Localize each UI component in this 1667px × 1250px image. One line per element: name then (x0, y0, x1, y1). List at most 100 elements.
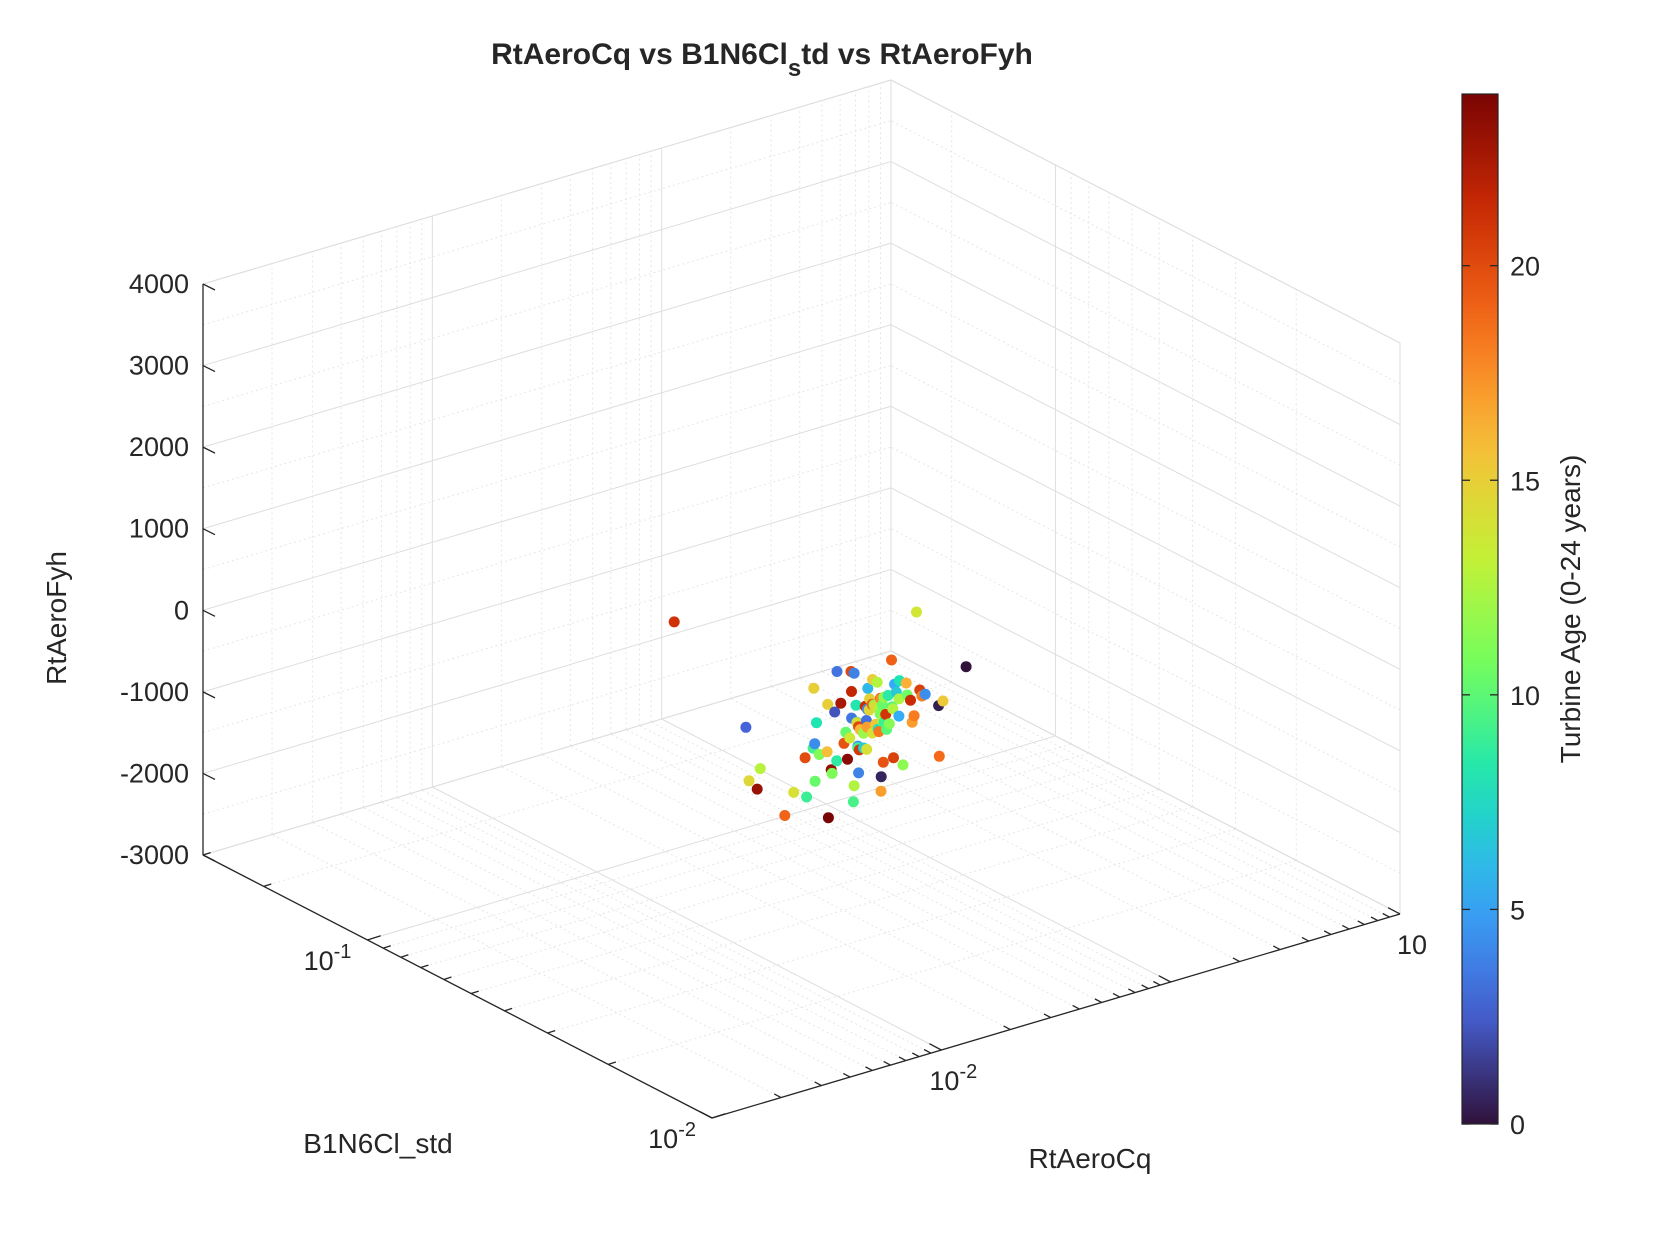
scatter-point (831, 666, 843, 677)
scatter-point (871, 676, 883, 688)
scatter-point (740, 721, 752, 733)
floor-gridline-x (839, 665, 1350, 930)
scatter-point (822, 698, 834, 710)
wall-gridline-z (202, 242, 892, 448)
floor-gridline-x (271, 834, 782, 1098)
z-tick-mark (202, 528, 216, 536)
x-tick-mark (865, 1066, 873, 1072)
scatter-point (888, 752, 899, 764)
x-tick-mark (912, 1052, 920, 1058)
x-tick-mark (1357, 920, 1365, 926)
z-tick-label: 2000 (129, 432, 189, 462)
scatter-point (847, 796, 859, 808)
colorbar-tick-label: 20 (1510, 252, 1540, 282)
floor-gridline-y (420, 763, 1109, 969)
scatter-point (933, 750, 945, 762)
y-tick-mark (202, 851, 211, 856)
wall-gridline-z (890, 283, 1401, 548)
y-tick-mark (420, 964, 429, 969)
floor-gridline-x (396, 797, 907, 1061)
colorbar-ticks: 20 15 10 5 0 (1462, 252, 1540, 1140)
scatter-point (919, 688, 931, 700)
x-tick-mark (1387, 907, 1401, 915)
scatter-point (883, 718, 895, 730)
scatter-point (848, 780, 860, 792)
wall-gridline-z (890, 609, 1401, 874)
scatter-point (850, 699, 862, 711)
z-tick-label: 4000 (129, 269, 189, 299)
scatter-point (799, 752, 811, 764)
wall-gridline-z (890, 528, 1401, 793)
colorbar (1461, 93, 1499, 1125)
scatter-point (811, 717, 822, 729)
wall-gridline-z (202, 487, 892, 693)
x-tick-mark (923, 1048, 932, 1054)
floor-gridline-x (661, 718, 1171, 983)
x-tick-mark (1272, 945, 1281, 951)
box-edge (890, 79, 1401, 344)
scatter-point (905, 694, 916, 706)
floor-gridline-x (409, 793, 920, 1058)
floor-gridline-y (367, 735, 1056, 941)
x-tick-mark (1094, 998, 1102, 1004)
floor-gridline-x (312, 822, 822, 1086)
wall-gridline-z (202, 528, 892, 734)
floor-gridline-y (547, 828, 1236, 1034)
scatter-point (893, 710, 905, 722)
scatter-point (853, 767, 865, 779)
box-edge (890, 650, 1401, 915)
x-tick-mark (1112, 992, 1121, 998)
z-tick-mark (202, 772, 216, 781)
z-tick-mark (202, 854, 216, 862)
y-tick-mark (400, 954, 409, 958)
scatter-point (809, 738, 821, 750)
x-axis-label: RtAeroCq (1029, 1143, 1152, 1174)
floor-gridline-y (263, 681, 952, 887)
scatter-point (809, 775, 821, 787)
axis-tick-labels: 4000 3000 2000 1000 0 -1000 -2000 -3000 10-1 10-2… (120, 269, 1427, 1154)
scatter-point (743, 775, 755, 787)
x-tick-mark (1323, 930, 1332, 936)
y-axis-line (202, 854, 713, 1119)
scatter-point (754, 763, 766, 775)
wall-gridline-z (202, 446, 892, 652)
z-tick-mark (202, 446, 216, 454)
wall-gridline-z (890, 120, 1401, 385)
colorbar-tick-label: 15 (1510, 466, 1540, 496)
y-tick-mark (367, 935, 381, 941)
scatter-point (900, 677, 912, 689)
x-tick-mark (699, 1111, 713, 1119)
z-tick-mark (202, 609, 216, 617)
scatter-point (937, 695, 949, 707)
x-tick-mark (929, 1043, 942, 1051)
scatter-point (844, 732, 856, 744)
z-tick-label: 1000 (129, 514, 189, 544)
floor-gridline-x (770, 686, 1281, 950)
scatter-point (887, 703, 899, 715)
x-tick-mark (1072, 1004, 1080, 1010)
y-tick-label: 10-2 (648, 1119, 696, 1154)
scatter-point (960, 661, 972, 673)
z-tick-label: 3000 (129, 351, 189, 381)
floor-gridline-y (383, 743, 1072, 949)
floor-gridline-x (639, 725, 1149, 990)
scatter-point (875, 785, 887, 797)
z-tick-mark (202, 691, 216, 699)
x-tick-mark (1158, 975, 1171, 983)
wall-gridline-z (890, 201, 1401, 466)
x-tick-mark (814, 1081, 822, 1087)
x-axis-line (711, 913, 1401, 1119)
scatter-point (826, 767, 838, 779)
floor-gridline-y (608, 859, 1297, 1065)
y-tick-mark (608, 1061, 617, 1066)
wall-gridline-z (202, 568, 892, 774)
floor-gridline-x (432, 786, 942, 1051)
wall-gridline-z (202, 283, 892, 489)
z-tick-label: 0 (174, 595, 189, 625)
scatter-point (861, 743, 873, 755)
floor-gridline-x (381, 801, 891, 1066)
z-tick-label: -2000 (120, 758, 189, 788)
colorbar-tick-label: 5 (1510, 895, 1525, 925)
floor-gridline-x (592, 739, 1102, 1003)
box-edge (202, 650, 892, 856)
